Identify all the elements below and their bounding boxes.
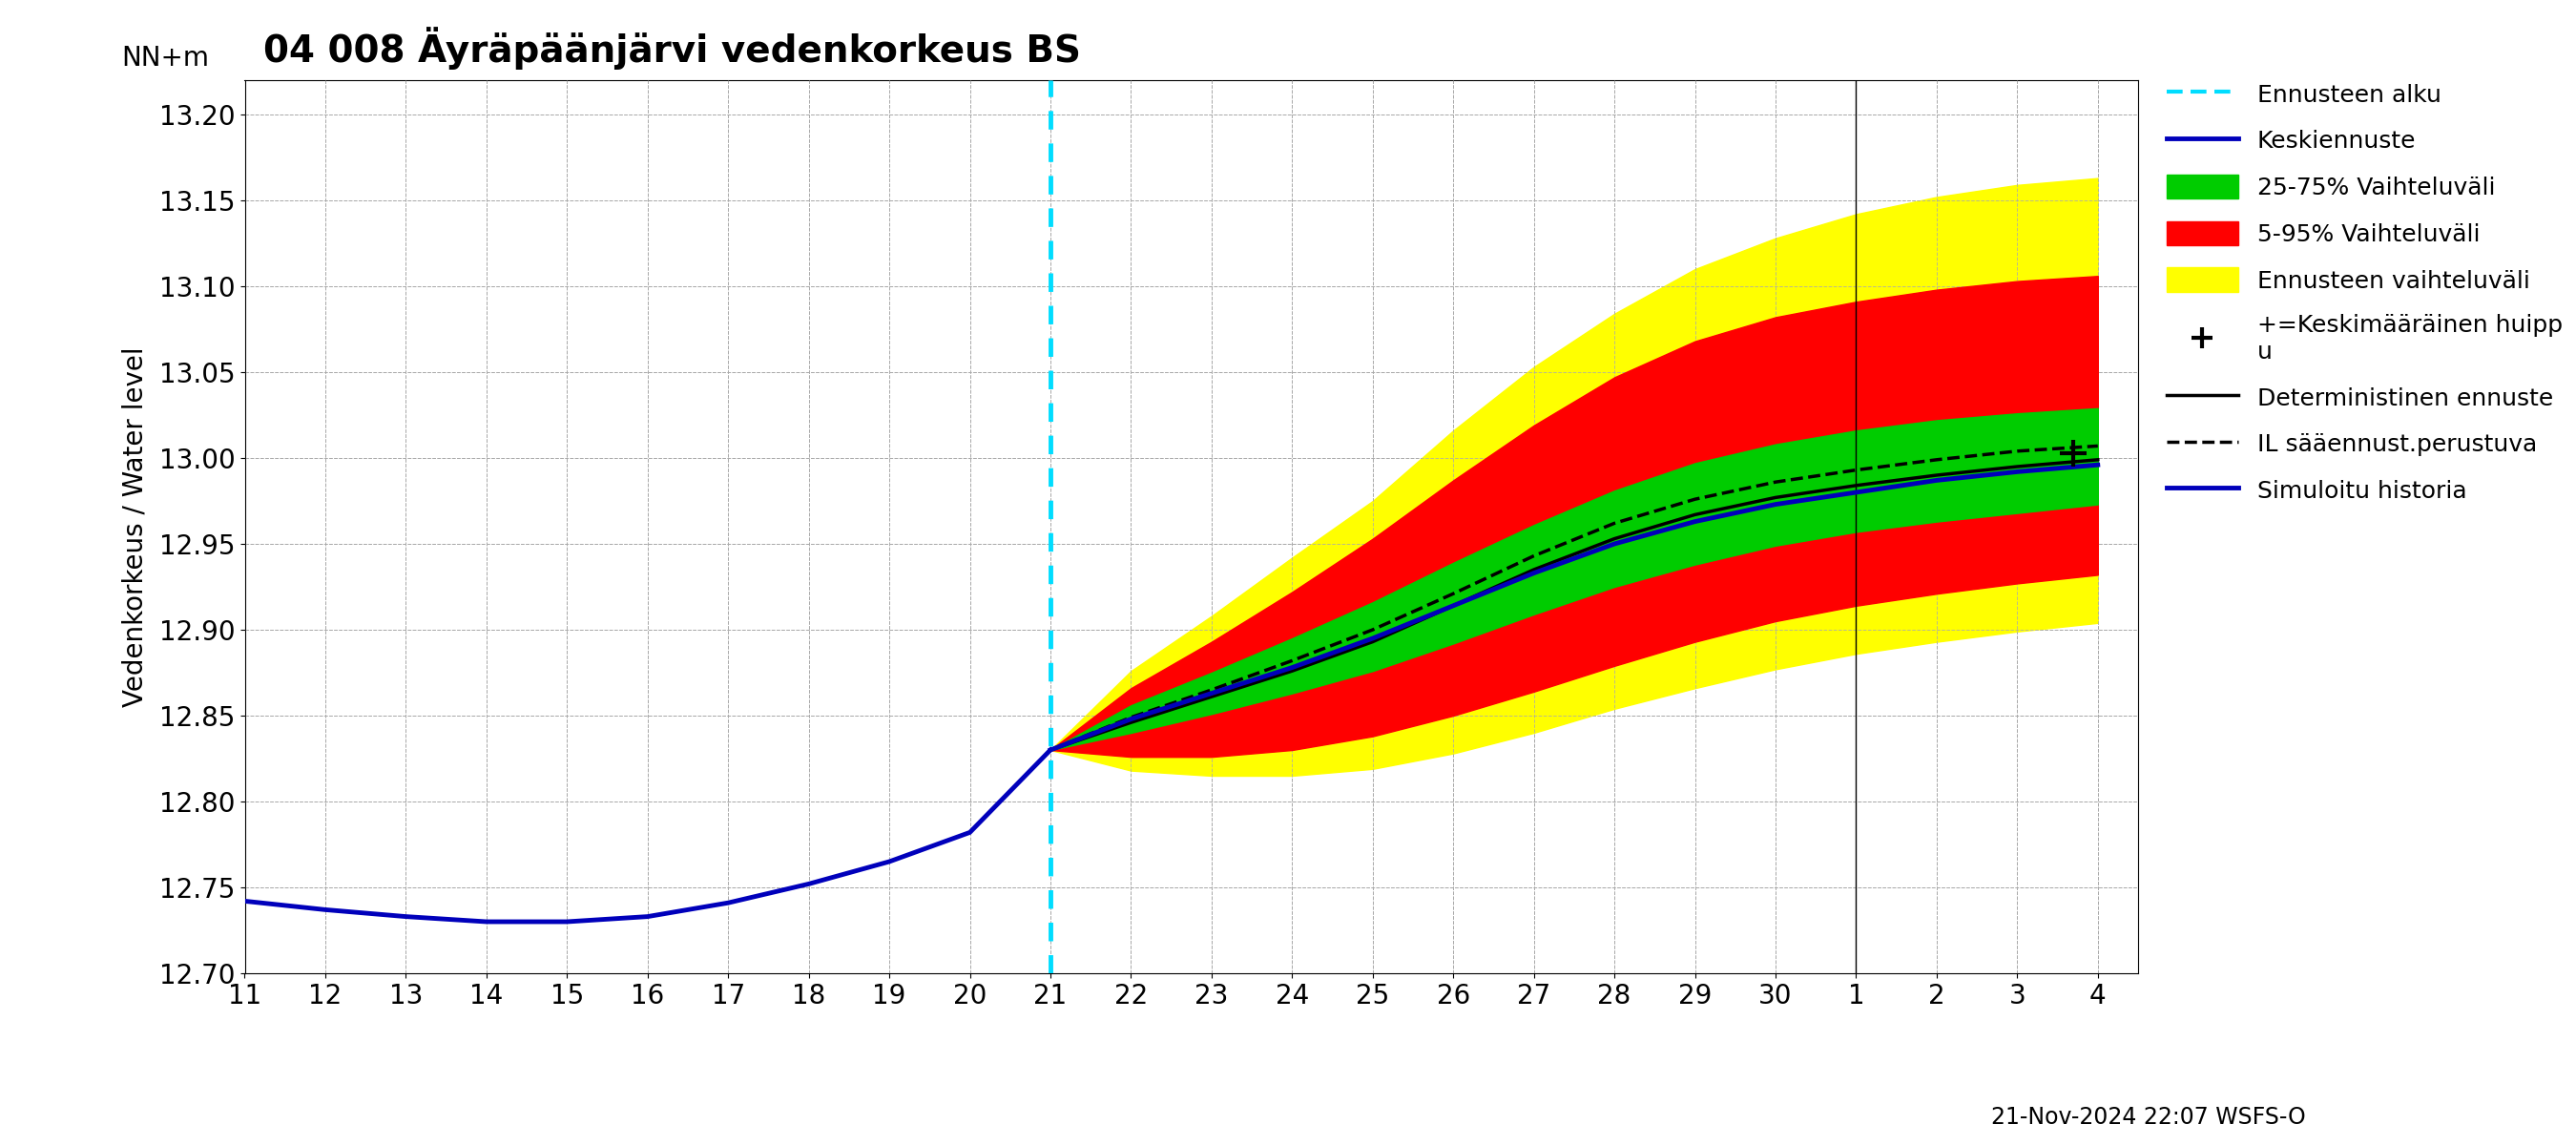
Y-axis label: Vedenkorkeus / Water level: Vedenkorkeus / Water level <box>121 347 149 706</box>
Text: 21-Nov-2024 22:07 WSFS-O: 21-Nov-2024 22:07 WSFS-O <box>1991 1106 2306 1129</box>
Legend: Ennusteen alku, Keskiennuste, 25-75% Vaihteluväli, 5-95% Vaihteluväli, Ennusteen: Ennusteen alku, Keskiennuste, 25-75% Vai… <box>2159 74 2571 510</box>
Text: NN+m: NN+m <box>121 45 209 71</box>
Text: 04 008 Äyräpäänjärvi vedenkorkeus BS: 04 008 Äyräpäänjärvi vedenkorkeus BS <box>263 26 1082 69</box>
